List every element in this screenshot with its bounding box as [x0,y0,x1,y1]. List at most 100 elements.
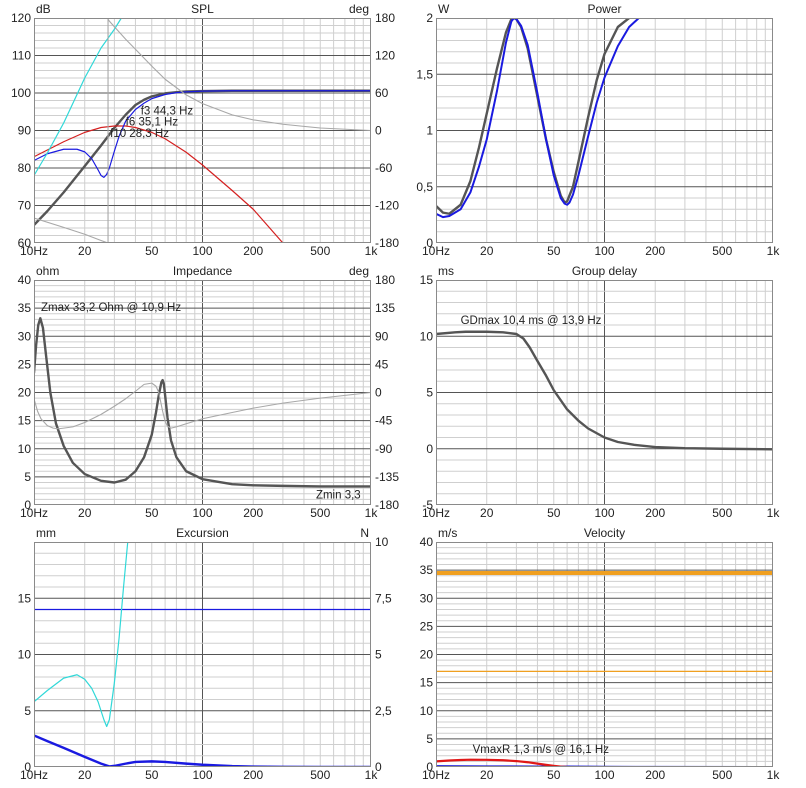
grid [436,542,773,767]
series-line-0 [34,317,371,488]
y-axis-left-unit: W [438,2,450,16]
annotation-label: Zmax 33,2 Ohm @ 10,9 Hz [41,302,181,314]
x-tick-label: 1k [365,768,379,782]
x-tick-label: 20 [78,244,92,258]
y-tick-label-left: 60 [18,236,32,250]
series-line-2 [34,90,371,178]
y-tick-label-right: -45 [375,414,393,428]
y-tick-label-left: 110 [12,49,31,63]
plot-frame [34,280,371,505]
y-tick-label-left: 25 [420,619,434,633]
series-line-1 [34,382,371,430]
annotation-label: f6 35,1 Hz [126,117,179,129]
y-tick-label-left: 35 [420,563,434,577]
plot-frame [34,542,371,767]
y-tick-label-left: 20 [420,648,434,662]
series-group [436,330,773,451]
y-axis-left-unit: dB [36,2,51,16]
x-tick-label: 100 [594,244,614,258]
x-tick-label: 50 [145,506,159,520]
y-axis-left-unit: mm [36,526,56,540]
y-tick-label-left: 5 [426,732,433,746]
chart-title: Excursion [176,526,229,540]
y-tick-label-left: 10 [18,442,32,456]
x-tick-label: 10Hz [422,768,450,782]
y-tick-label-left: 25 [18,357,32,371]
y-tick-label-right: 0 [375,124,382,138]
chart-impedance: Impedance ohm deg 0 5 10 15 20 25 30 35 40 -180 -135 -… [18,264,400,520]
y-tick-label-left: 15 [420,273,434,287]
y-axis-left-unit: m/s [438,526,457,540]
y-tick-label-left: 5 [426,386,433,400]
series-group [34,317,371,488]
y-tick-label-left: 30 [18,329,32,343]
annotation-label: f10 28,3 Hz [110,128,169,140]
series-line-0 [436,330,773,451]
grid [34,542,371,767]
y-tick-label-left: 1,5 [416,67,433,81]
x-tick-label: 20 [78,506,92,520]
x-tick-label: 200 [645,244,665,258]
y-tick-label-left: 15 [18,414,32,428]
x-tick-label: 500 [310,506,330,520]
chart-velocity: Velocity m/s 0 5 10 15 20 25 30 35 40 10Hz 20 50 100 20… [420,526,781,782]
y-tick-label-left: 40 [18,273,32,287]
y-tick-label-left: 0 [24,760,31,774]
y-tick-label-left: 15 [420,676,434,690]
y-tick-label-left: 10 [420,704,434,718]
y-tick-label-left: 10 [420,329,434,343]
x-tick-label: 10Hz [20,244,48,258]
annotation-label: VmaxR 1,3 m/s @ 16,1 Hz [473,744,610,756]
y-tick-label-right: 135 [375,301,395,315]
y-tick-label-left: 5 [24,704,31,718]
series-line-1 [34,542,129,728]
y-tick-label-right: -90 [375,442,393,456]
y-tick-label-left: 0 [24,498,31,512]
y-axis-left-unit: ms [438,264,454,278]
plot-frame [436,280,773,505]
y-tick-label-left: 0 [426,760,433,774]
y-tick-label-right: 5 [375,648,382,662]
x-tick-label: 20 [480,506,494,520]
y-tick-label-right: 120 [375,49,395,63]
y-tick-label-left: 80 [18,161,32,175]
y-tick-label-left: 20 [18,386,32,400]
x-tick-label: 10Hz [422,244,450,258]
chart-title: Impedance [173,264,233,278]
y-tick-label-left: 120 [11,11,31,25]
y-tick-label-right: -180 [375,498,399,512]
y-tick-label-left: 70 [18,199,32,213]
y-axis-left-unit: ohm [36,264,59,278]
x-tick-label: 100 [594,768,614,782]
x-tick-label: 20 [78,768,92,782]
series-line-5 [34,217,109,243]
series-line-3 [34,18,122,177]
series-group [34,18,371,243]
y-tick-label-right: -120 [375,199,399,213]
x-tick-label: 50 [145,244,159,258]
x-tick-label: 1k [767,506,781,520]
y-tick-label-right: 180 [375,11,395,25]
y-tick-label-left: 90 [18,124,32,138]
annotation-label: GDmax 10,4 ms @ 13,9 Hz [461,315,602,327]
y-tick-label-left: 35 [18,301,32,315]
x-tick-label: 500 [310,768,330,782]
plot-frame [34,18,371,243]
series-line-1 [34,125,284,243]
y-axis-right-unit: deg [349,2,369,16]
y-tick-label-right: 7,5 [375,591,392,605]
x-tick-label: 50 [547,244,561,258]
y-tick-label-left: 5 [24,470,31,484]
grid [436,280,773,505]
y-tick-label-left: 0,5 [416,180,433,194]
grid [34,280,371,505]
y-tick-label-left: 10 [18,648,32,662]
series-line-4 [107,18,371,132]
x-tick-label: 500 [712,506,732,520]
y-tick-label-right: 180 [375,273,395,287]
chart-title: SPL [191,2,214,16]
x-tick-label: 100 [594,506,614,520]
x-tick-label: 10Hz [20,506,48,520]
annotation-label: Zmin 3,3 [316,489,361,501]
